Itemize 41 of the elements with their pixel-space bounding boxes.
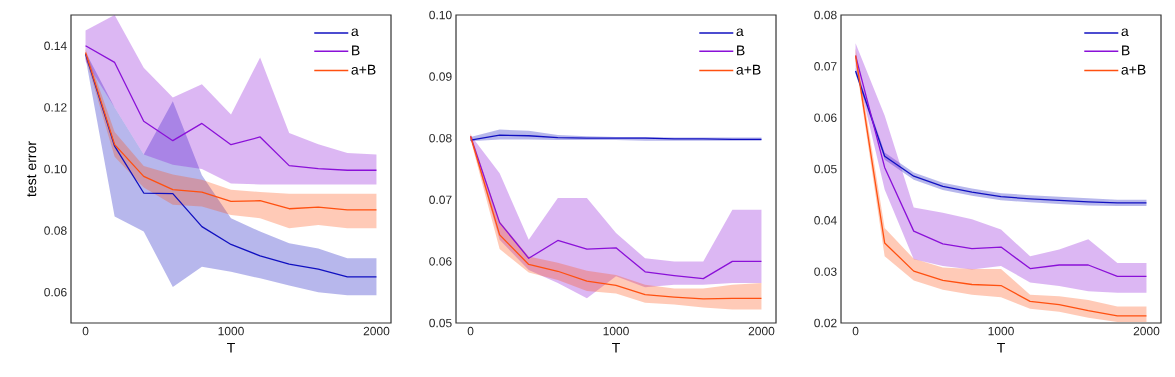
legend-label: B [737, 45, 745, 56]
legend-label: a+B [351, 64, 376, 75]
y-tick-label: 0.05 [814, 164, 837, 174]
x-tick-label: 2000 [1133, 326, 1160, 336]
y-tick-label: 0.06 [814, 113, 837, 122]
y-tick-label: 0.10 [429, 10, 452, 20]
y-tick-label: 0.08 [44, 226, 67, 235]
x-tick-label: 0 [82, 326, 89, 336]
legend-label: B [352, 45, 360, 56]
y-tick-label: 0.14 [44, 41, 67, 51]
legend-label: a [736, 28, 744, 37]
x-tick-label: 0 [852, 326, 859, 336]
legend-label: B [1122, 45, 1130, 56]
x-axis-title: T [612, 342, 620, 353]
y-tick-label: 0.08 [814, 10, 837, 20]
y-tick-label: 0.05 [429, 318, 452, 328]
x-tick-label: 2000 [748, 326, 775, 336]
y-tick-label: 0.06 [429, 257, 452, 266]
legend-label: a [1121, 28, 1129, 37]
y-tick-label: 0.07 [429, 195, 452, 205]
y-tick-label: 0.09 [429, 72, 452, 81]
x-tick-label: 0 [467, 326, 474, 336]
y-tick-label: 0.08 [429, 133, 452, 143]
x-axis-title: T [997, 342, 1005, 353]
x-axis-title: T [227, 342, 235, 353]
y-tick-label: 0.03 [814, 267, 837, 276]
y-tick-label: 0.02 [814, 318, 837, 328]
y-tick-label: 0.06 [44, 287, 67, 297]
y-tick-label: 0.12 [44, 103, 67, 112]
x-tick-label: 1000 [988, 326, 1014, 336]
legend-label: a+B [736, 64, 761, 75]
y-axis-title: test error [27, 141, 37, 197]
x-tick-label: 1000 [603, 326, 629, 336]
y-tick-label: 0.07 [814, 62, 837, 71]
y-tick-label: 0.04 [814, 216, 837, 225]
legend-label: a+B [1121, 64, 1146, 75]
legend-label: a [351, 28, 359, 37]
x-tick-label: 1000 [218, 326, 244, 336]
line-series [84, 45, 378, 171]
y-tick-label: 0.10 [44, 164, 67, 174]
x-tick-label: 2000 [363, 326, 390, 336]
